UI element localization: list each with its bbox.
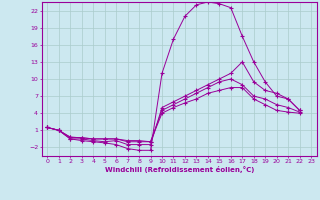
X-axis label: Windchill (Refroidissement éolien,°C): Windchill (Refroidissement éolien,°C): [105, 166, 254, 173]
